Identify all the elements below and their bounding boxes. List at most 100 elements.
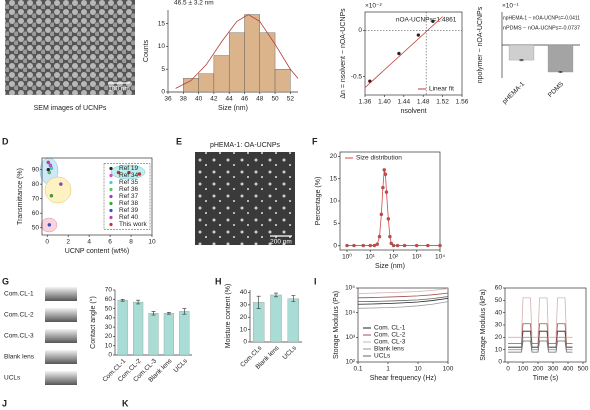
y-tick-label: 30 <box>495 322 503 329</box>
y-tick-label: 90 <box>32 166 40 173</box>
panel-letter: K <box>122 398 129 408</box>
bar <box>133 301 144 356</box>
data-point <box>426 243 430 248</box>
fit-curve <box>175 14 299 89</box>
data-point <box>49 194 54 198</box>
error-bar <box>151 311 156 316</box>
annotation: npHEMA-1 − nOA-UCNPs=-0.0411 <box>503 15 580 21</box>
data-point <box>49 166 54 170</box>
legend-swatch <box>109 201 113 206</box>
x-tick-label: UCLs <box>282 344 299 361</box>
legend-label: Ref 35 <box>119 179 139 186</box>
x-tick-label: 6 <box>108 239 112 246</box>
data-point <box>438 243 442 248</box>
legend-label: Ref 38 <box>119 200 139 207</box>
legend-label: This work <box>119 221 148 228</box>
x-tick-label: 0.1 <box>353 366 362 373</box>
error-bar <box>274 292 278 298</box>
x-tick-label: 1.40 <box>378 99 391 106</box>
bar <box>117 300 128 356</box>
data-point <box>361 243 365 248</box>
x-tick-label: 200 <box>533 366 544 373</box>
series-line <box>364 16 443 88</box>
series-line <box>346 169 440 246</box>
series-line <box>357 288 449 294</box>
x-tick-label: 40 <box>195 96 203 103</box>
y-axis-label: Δn = nsolvent − nOA-UCNPs <box>340 8 347 99</box>
series-line <box>357 297 449 305</box>
x-axis-label: Size (nm) <box>375 263 405 270</box>
legend-swatch <box>109 208 113 213</box>
y-axis-label: Storage Modulus (kPa) <box>480 289 487 361</box>
x-tick-label: 500 <box>578 366 589 373</box>
x-tick-label: 1 <box>386 366 390 373</box>
data-point <box>46 167 50 172</box>
x-tick-label: 1.48 <box>417 99 430 106</box>
data-point <box>47 170 52 175</box>
x-axis-label: UCNP content (wt%) <box>65 248 129 255</box>
error-bar <box>120 298 125 302</box>
y-tick-label: 10 <box>330 198 338 205</box>
histogram-bar <box>274 69 291 93</box>
bar <box>270 294 282 343</box>
histogram-bar <box>259 32 276 93</box>
y-tick-label: 10 <box>105 342 113 349</box>
panel-letter: H <box>215 276 222 286</box>
y-tick-label: 5 <box>333 220 337 227</box>
y-axis-label: Moisture content (%) <box>225 284 232 349</box>
y-axis-label: Transmittance (%) <box>17 168 24 225</box>
data-point <box>388 234 392 239</box>
droplet-label: Com.CL-3 <box>4 333 34 340</box>
data-point <box>59 182 63 186</box>
x-tick-label: 100 <box>518 366 529 373</box>
y-tick-label: 10³ <box>346 334 356 341</box>
axis-multiplier: ×10⁻¹ <box>502 3 519 10</box>
x-tick-label: 1.52 <box>436 99 449 106</box>
y-tick-label: 40 <box>495 309 503 316</box>
scale-bar-label: 100 nm <box>108 86 130 93</box>
data-point <box>372 243 377 248</box>
y-tick-label: 20 <box>495 334 503 341</box>
data-point <box>416 33 421 37</box>
y-tick-label: 0 <box>333 242 337 249</box>
y-tick-label: -0.5 <box>351 73 363 80</box>
series-line <box>508 340 573 353</box>
data-point <box>137 172 142 176</box>
x-tick-label: 42 <box>210 96 218 103</box>
plot-frame <box>504 287 587 363</box>
plot-frame <box>41 157 153 236</box>
x-tick-label: 1.56 <box>456 99 469 106</box>
annotation: nPDMS − nOA-UCNPs=-0.0737 <box>503 25 580 31</box>
scale-bar-label: 200 nm <box>270 239 292 246</box>
data-point <box>345 243 349 248</box>
legend-label: Ref 40 <box>119 214 139 221</box>
y-axis-label: Contact angle (°) <box>89 296 97 349</box>
droplet-photo <box>45 329 77 343</box>
bar <box>163 313 174 356</box>
panel-letter: D <box>2 136 9 146</box>
x-tick-label: 400 <box>563 366 574 373</box>
data-point <box>395 243 400 248</box>
y-tick-label: 70 <box>105 287 113 294</box>
legend-swatch <box>109 222 113 227</box>
legend-label: Com. CL-1 <box>374 325 406 332</box>
series-line <box>357 292 449 299</box>
y-tick-label: 10⁵ <box>345 285 355 292</box>
bar <box>287 298 300 343</box>
data-point <box>379 212 384 217</box>
bar <box>547 44 574 73</box>
y-axis-label: npolymer − nOA-UCNPs <box>477 6 484 83</box>
x-tick-label: pHEMA-1 <box>501 80 526 105</box>
histogram-bar <box>228 32 245 93</box>
error-bar <box>291 295 296 303</box>
y-tick-label: 15 <box>158 20 166 27</box>
droplet-label: UCLs <box>4 375 21 382</box>
image-title: pHEMA-1: OA-UCNPs <box>210 142 281 149</box>
x-axis-label: Size (nm) <box>218 105 248 112</box>
legend-label: Ref 37 <box>119 193 139 200</box>
x-axis-label: nsolvent <box>400 108 426 115</box>
axis-multiplier: ×10⁻² <box>365 3 382 10</box>
y-tick-label: 0 <box>161 89 165 96</box>
x-tick-label: 0 <box>506 366 510 373</box>
y-tick-label: 10⁴ <box>345 309 355 316</box>
